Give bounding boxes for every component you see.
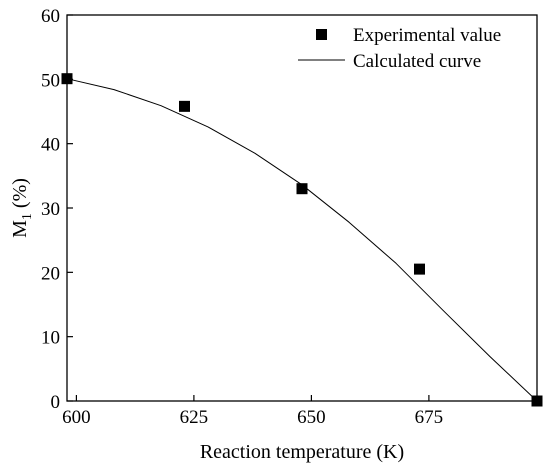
experimental-point: [531, 395, 543, 407]
y-tick-label: 50: [41, 70, 60, 91]
y-tick-label: 40: [41, 135, 60, 156]
experimental-point: [179, 100, 190, 112]
series-layer: [61, 73, 543, 407]
x-tick-label: 625: [180, 407, 209, 428]
legend-marker-square: [316, 29, 327, 40]
x-tick-label: 675: [415, 407, 444, 428]
y-axis-title-unit: (%): [9, 178, 31, 213]
y-axis-title-main: M: [9, 220, 31, 238]
x-tick-label: 650: [297, 407, 326, 428]
y-axis-title: M1 (%): [9, 178, 35, 238]
legend: Experimental value Calculated curve: [298, 25, 501, 72]
x-tick-label: 600: [62, 407, 91, 428]
calculated-curve-line: [66, 78, 538, 402]
y-tick-label: 0: [51, 392, 61, 413]
experimental-point: [61, 73, 73, 85]
experimental-point: [296, 183, 308, 195]
x-axis-ticks: 600 625 650 675: [62, 395, 443, 428]
y-tick-label: 60: [41, 6, 60, 27]
y-tick-label: 10: [41, 328, 60, 349]
y-axis-ticks: 0 10 20 30 40 50 60: [41, 6, 73, 413]
y-axis-title-subscript: 1: [20, 213, 35, 220]
y-tick-label: 20: [41, 263, 60, 284]
plot-frame: [66, 14, 538, 402]
legend-label-experimental: Experimental value: [353, 25, 501, 46]
y-tick-label: 30: [41, 199, 60, 220]
experimental-point: [414, 263, 425, 275]
x-axis-title: Reaction temperature (K): [200, 441, 404, 463]
legend-label-calculated: Calculated curve: [353, 51, 481, 72]
